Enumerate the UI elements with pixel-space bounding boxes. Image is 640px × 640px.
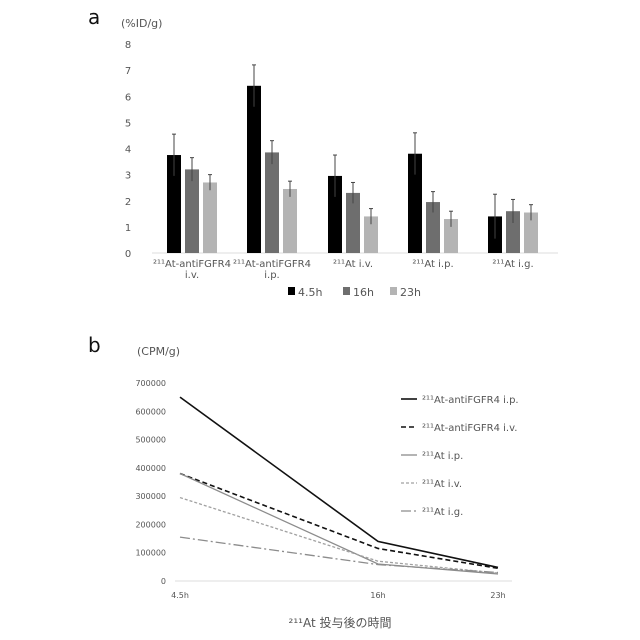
y-tick-label: 8 — [125, 40, 131, 51]
legend-swatch — [343, 287, 350, 295]
y-tick-label: 100000 — [135, 549, 166, 558]
y-tick-label: 200000 — [135, 520, 166, 529]
series-line — [179, 496, 499, 574]
bar-16h — [185, 169, 199, 253]
legend-label: ²¹¹At i.p. — [422, 451, 463, 462]
y-tick-label: 5 — [125, 118, 131, 129]
legend-label: ²¹¹At i.g. — [422, 507, 463, 518]
category-label: i.v. — [185, 270, 199, 281]
y-tick-label: 6 — [125, 92, 131, 103]
bar-23h — [203, 182, 217, 253]
x-tick-label: 16h — [370, 591, 385, 600]
series-line — [179, 396, 499, 569]
bar-4.5h — [247, 85, 261, 253]
x-tick-label: 23h — [490, 591, 505, 600]
category-label: ²¹¹At i.g. — [492, 259, 533, 270]
y-tick-label: 400000 — [135, 464, 166, 473]
panel-label-a: a — [88, 5, 100, 29]
bar-16h — [426, 202, 440, 253]
category-label: ²¹¹At i.v. — [333, 259, 373, 270]
y-tick-label: 3 — [125, 171, 131, 182]
legend-label: ²¹¹At-antiFGFR4 i.p. — [422, 395, 519, 406]
bar-23h — [364, 216, 378, 253]
y-tick-label: 1 — [125, 223, 131, 234]
category-label: ²¹¹At-antiFGFR4 — [233, 259, 311, 270]
category-label: i.p. — [264, 270, 279, 281]
bar-23h — [524, 212, 538, 253]
legend-label: ²¹¹At i.v. — [422, 479, 462, 490]
y-tick-label: 700000 — [135, 379, 166, 388]
bar-16h — [346, 192, 360, 253]
bar-23h — [283, 188, 297, 253]
y-tick-label: 600000 — [135, 407, 166, 416]
bar-16h — [506, 211, 520, 253]
y-tick-label: 300000 — [135, 492, 166, 501]
panel-label-b: b — [88, 333, 101, 357]
legend-label: 23h — [400, 286, 421, 299]
bar-4.5h — [167, 155, 181, 253]
x-tick-label: 4.5h — [171, 591, 189, 600]
category-label: ²¹¹At i.p. — [412, 259, 453, 270]
category-label: ²¹¹At-antiFGFR4 — [153, 259, 231, 270]
legend-label: 16h — [353, 286, 374, 299]
bar-4.5h — [408, 153, 422, 253]
legend-label: ²¹¹At-antiFGFR4 i.v. — [422, 423, 517, 434]
y-tick-label: 0 — [161, 577, 166, 586]
y-axis-label-a: (%ID/g) — [121, 17, 162, 30]
y-tick-label: 500000 — [135, 436, 166, 445]
legend-label: 4.5h — [298, 286, 322, 299]
bar-16h — [265, 152, 279, 253]
bar-4.5h — [328, 175, 342, 253]
legend-swatch — [390, 287, 397, 295]
y-axis-label-b: (CPM/g) — [137, 345, 180, 358]
y-tick-label: 2 — [125, 197, 131, 208]
legend-swatch — [288, 287, 295, 295]
series-line — [179, 536, 499, 574]
bar-23h — [444, 219, 458, 253]
x-axis-label-b: ²¹¹At 投与後の時間 — [289, 615, 392, 630]
series-line — [179, 472, 499, 570]
y-tick-label: 0 — [125, 249, 131, 260]
y-tick-label: 7 — [125, 66, 131, 77]
y-tick-label: 4 — [125, 145, 131, 156]
